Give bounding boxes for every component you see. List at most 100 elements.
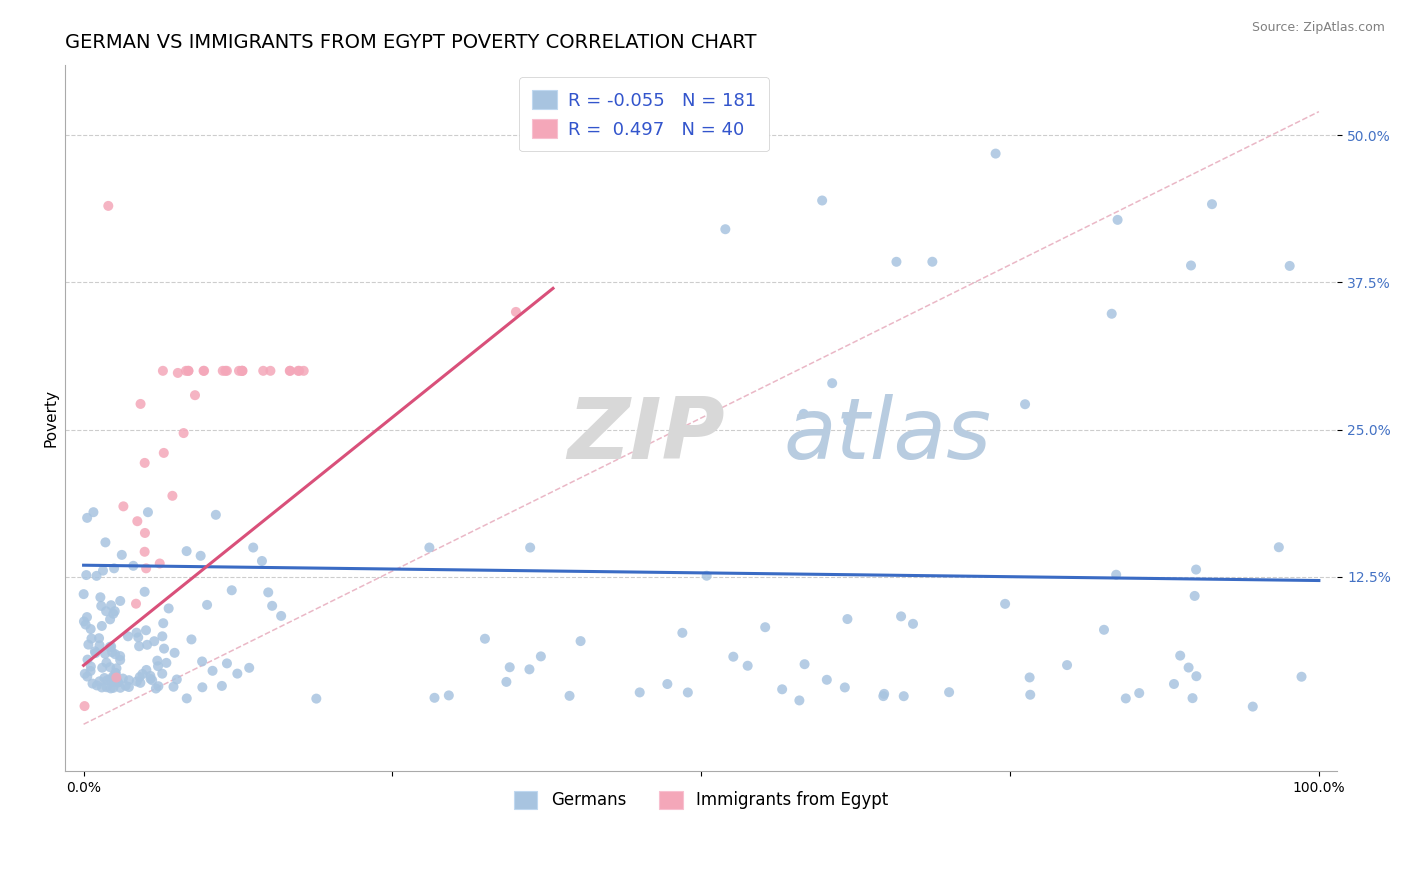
Point [110, 681, 132, 695]
Point [821, 376, 844, 391]
Point [921, 254, 943, 268]
Point [215, 657, 238, 671]
Point [108, 653, 131, 667]
Point [93, 671, 115, 685]
Point [146, 659, 169, 673]
Text: ZIP: ZIP [568, 394, 725, 477]
Point [129, 397, 152, 411]
Y-axis label: Poverty: Poverty [44, 389, 58, 447]
Point [76, 610, 98, 624]
Point [84, 646, 107, 660]
Legend: Germans, Immigrants from Egypt: Germans, Immigrants from Egypt [508, 784, 896, 816]
Point [530, 649, 553, 664]
Point [696, 568, 718, 582]
Point [125, 674, 148, 689]
Point [152, 616, 174, 631]
Point [238, 661, 260, 675]
Point [184, 388, 207, 402]
Point [1180, 259, 1202, 273]
Point [671, 625, 693, 640]
Point [754, 620, 776, 634]
Point [98, 612, 121, 626]
Point [793, 407, 815, 421]
Point [250, 554, 273, 568]
Point [105, 661, 128, 675]
Point [76, 669, 98, 683]
Point [205, 508, 228, 522]
Point [495, 674, 517, 689]
Point [834, 681, 856, 695]
Point [150, 666, 173, 681]
Point [125, 597, 148, 611]
Point [163, 646, 186, 660]
Point [118, 680, 141, 694]
Point [1241, 699, 1264, 714]
Point [173, 426, 195, 441]
Point [437, 689, 460, 703]
Point [90, 619, 112, 633]
Point [811, 194, 834, 208]
Point [872, 689, 894, 703]
Point [166, 673, 188, 687]
Point [191, 681, 214, 695]
Point [104, 665, 127, 680]
Point [1105, 567, 1128, 582]
Point [84, 644, 107, 658]
Point [77, 638, 100, 652]
Point [129, 676, 152, 690]
Point [180, 632, 202, 647]
Point [100, 681, 122, 696]
Point [1092, 623, 1115, 637]
Point [143, 634, 166, 648]
Point [89, 674, 111, 689]
Point [193, 364, 215, 378]
Point [162, 489, 184, 503]
Point [104, 666, 127, 681]
Point [94, 647, 117, 661]
Point [134, 584, 156, 599]
Point [1278, 259, 1301, 273]
Point [201, 664, 224, 678]
Point [122, 558, 145, 573]
Point [73, 587, 96, 601]
Point [75, 568, 97, 582]
Point [257, 585, 280, 599]
Point [107, 675, 129, 690]
Point [103, 673, 125, 688]
Point [723, 649, 745, 664]
Point [938, 685, 960, 699]
Point [127, 631, 149, 645]
Point [152, 446, 174, 460]
Point [1185, 563, 1208, 577]
Point [984, 146, 1007, 161]
Point [75, 617, 97, 632]
Point [214, 364, 236, 378]
Point [98, 660, 121, 674]
Point [423, 690, 446, 705]
Point [558, 689, 581, 703]
Point [135, 663, 157, 677]
Point [134, 525, 156, 540]
Point [125, 625, 148, 640]
Point [177, 364, 200, 378]
Point [270, 609, 292, 624]
Point [793, 657, 815, 672]
Point [118, 673, 141, 688]
Point [191, 655, 214, 669]
Text: GERMAN VS IMMIGRANTS FROM EGYPT POVERTY CORRELATION CHART: GERMAN VS IMMIGRANTS FROM EGYPT POVERTY … [65, 33, 756, 52]
Point [226, 666, 249, 681]
Point [80, 632, 103, 646]
Point [79, 622, 101, 636]
Point [96, 673, 118, 688]
Point [1268, 540, 1291, 554]
Point [1019, 688, 1042, 702]
Point [837, 414, 859, 428]
Point [815, 673, 838, 687]
Point [287, 364, 309, 378]
Point [837, 612, 859, 626]
Point [1177, 660, 1199, 674]
Point [890, 609, 912, 624]
Point [1056, 658, 1078, 673]
Point [111, 672, 134, 686]
Point [242, 541, 264, 555]
